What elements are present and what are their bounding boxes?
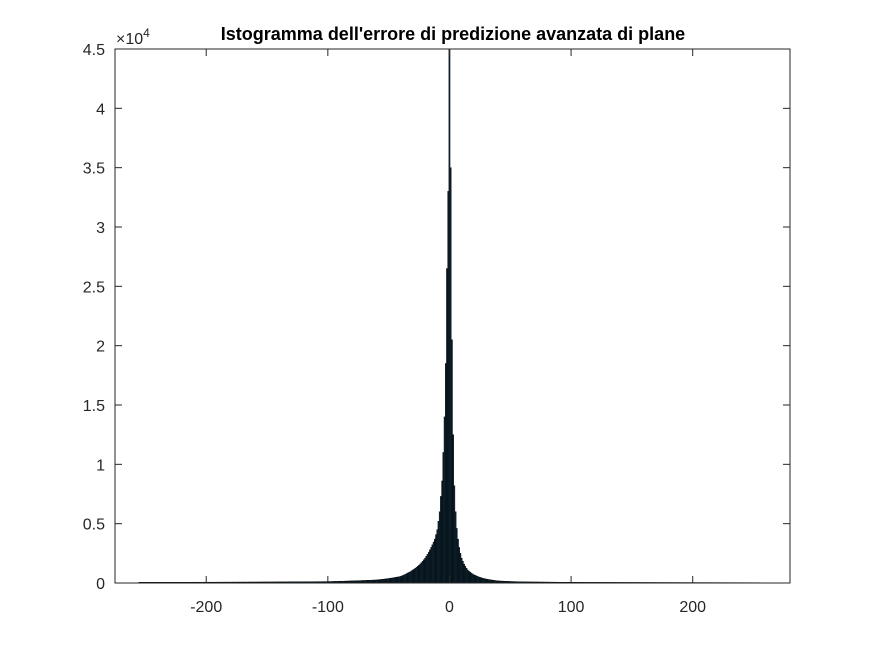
y-tick-label: 3.5 bbox=[83, 161, 105, 178]
x-tick-label: 0 bbox=[445, 599, 454, 616]
chart-title: Istogramma dell'errore di predizione ava… bbox=[221, 24, 685, 44]
exponent-power: 4 bbox=[143, 26, 150, 40]
y-tick-label: 2.5 bbox=[83, 279, 105, 296]
exponent-base: ×10 bbox=[116, 31, 143, 48]
axes-group: -200 -100 0 100 200 0 0.5 1 1.5 2 2.5 3 3.5 4 4.5 bbox=[83, 42, 791, 616]
y-axis-exponent-label: ×104 bbox=[116, 26, 150, 48]
x-tick-label: 200 bbox=[679, 599, 706, 616]
y-tick-label: 1.5 bbox=[83, 398, 105, 415]
y-tick-label: 2 bbox=[96, 339, 105, 356]
x-tick-label: 100 bbox=[558, 599, 585, 616]
x-tick-label: -200 bbox=[190, 599, 222, 616]
y-tick-label: 1 bbox=[96, 457, 105, 474]
axes-box bbox=[114, 48, 791, 584]
x-tick-label: -100 bbox=[312, 599, 344, 616]
y-tick-label: 4.5 bbox=[83, 42, 105, 59]
y-tick-label: 0.5 bbox=[83, 517, 105, 534]
y-tick-label: 4 bbox=[96, 101, 105, 118]
y-tick-label: 0 bbox=[96, 576, 105, 593]
y-tick-label: 3 bbox=[96, 220, 105, 237]
